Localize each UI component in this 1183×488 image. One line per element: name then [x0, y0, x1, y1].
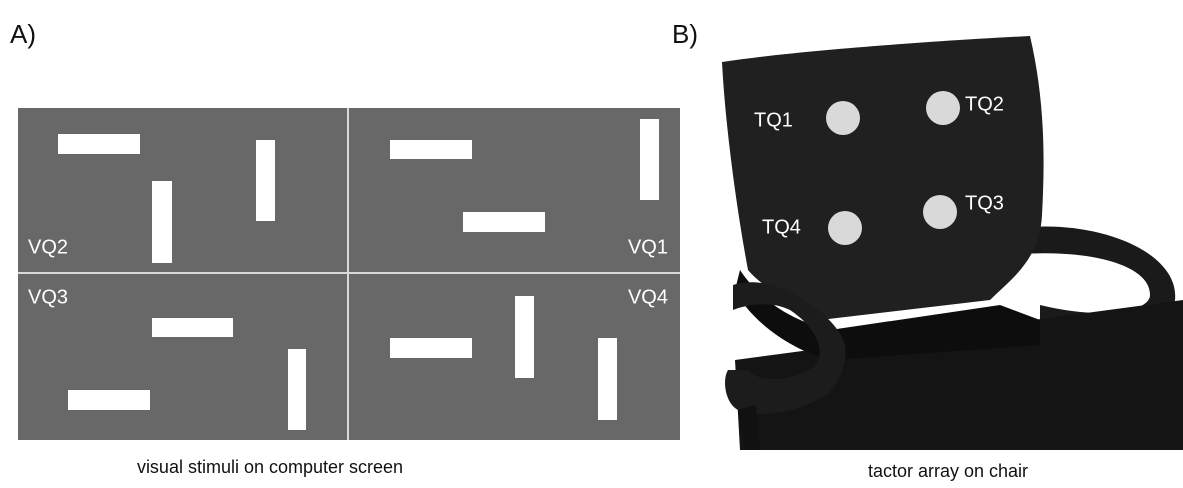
tactor-label: TQ2 [965, 93, 1004, 115]
caption: tactor array on chair [868, 461, 1028, 481]
caption: visual stimuli on computer screen [137, 457, 403, 477]
chair [722, 36, 1183, 450]
quadrant-label: VQ2 [28, 236, 68, 258]
quadrant-label: VQ1 [628, 236, 668, 258]
quadrant-label: VQ3 [28, 286, 68, 308]
tactor-label: TQ3 [965, 192, 1004, 214]
tactor-label: TQ4 [762, 216, 801, 238]
panel-label: A) [10, 19, 36, 49]
tactor-label: TQ1 [754, 109, 793, 131]
quadrant-label: VQ4 [628, 286, 668, 308]
screen [18, 108, 680, 440]
panel-label: B) [672, 19, 698, 49]
tactors [826, 91, 960, 245]
